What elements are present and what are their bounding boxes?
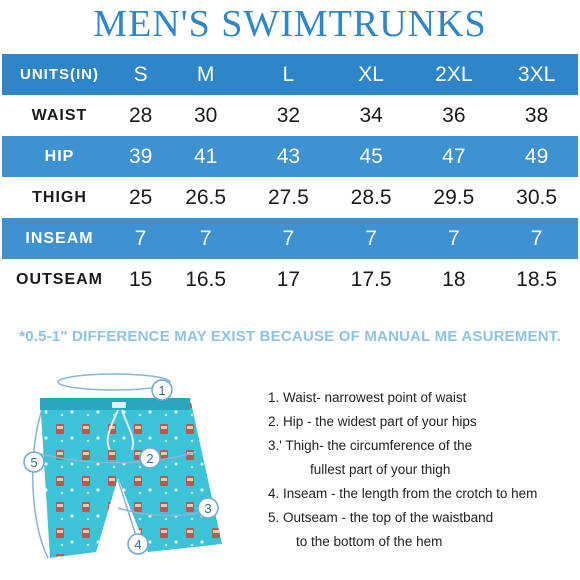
measurement-note: *0.5-1" DIFFERENCE MAY EXIST BECAUSE OF … [19,328,561,345]
step-4: 4. Inseam - the length from the crotch t… [268,486,538,501]
outseam-guide [32,399,49,559]
table-cell: 25 [128,185,153,209]
marker-1: 1 [151,379,173,401]
step-5: 5. Outseam - the top of the waistband [268,510,494,525]
table-cell: 7 [247,218,330,259]
marker-4: 4 [127,533,149,555]
step-5-continued: to the bottom of the hem [296,534,443,549]
table-cell: 18 [442,267,466,291]
table-cell: 49 [495,136,578,177]
table-cell: 47 [412,136,496,177]
size-header: 2XL [412,54,496,95]
table-row-hip: HIP 39 41 43 45 47 49 [2,136,578,177]
table-cell: 28 [128,103,153,127]
table-cell: 36 [442,103,466,127]
table-cell: 7 [329,218,413,259]
row-label: WAIST [31,106,88,124]
size-header: L [247,54,330,95]
svg-text:5: 5 [30,455,37,470]
table-cell: 30.5 [516,185,558,209]
table-cell: 27.5 [267,185,309,209]
swim-shorts [40,398,222,558]
hip-guide [39,451,197,464]
page-title: MEN'S SWIMTRUNKS [93,3,487,45]
measurement-steps: 1. Waist- narrowest point of waist 2. Hi… [268,386,580,554]
table-cell: 17 [276,267,301,291]
table-cell: 26.5 [185,185,227,209]
table-cell: 29.5 [433,185,475,209]
table-cell: 32 [276,103,301,127]
table-cell: 28.5 [350,185,392,209]
size-chart-table: UNITS(IN) S M L XL 2XL 3XL WAIST 28 30 3… [2,54,578,300]
table-header-row: UNITS(IN) S M L XL 2XL 3XL [2,54,578,95]
table-row-thigh: THIGH 25 26.5 27.5 28.5 29.5 30.5 [2,177,578,218]
svg-text:1: 1 [158,383,165,398]
table-cell: 7 [495,218,578,259]
table-cell: 17.5 [350,267,392,291]
size-header: XL [329,54,413,95]
svg-text:3: 3 [204,501,211,516]
table-cell: 16.5 [185,267,227,291]
row-label: THIGH [32,188,87,206]
size-header: S [117,54,165,95]
size-header: 3XL [495,54,578,95]
swimtrunks-diagram: 1 2 3 4 5 [23,373,222,559]
step-3-continued: fullest part of your thigh [310,462,451,477]
step-1: 1. Waist- narrowest point of waist [268,390,467,405]
size-header: M [164,54,248,95]
table-cell: 45 [329,136,413,177]
table-cell: 41 [164,136,248,177]
svg-text:2: 2 [146,451,153,466]
table-cell: 18.5 [516,267,558,291]
table-cell: 39 [117,136,165,177]
step-2: 2. Hip - the widest part of your hips [268,414,477,429]
marker-3: 3 [197,497,219,519]
step-3: 3.' Thigh- the circumference of the [268,438,473,453]
svg-text:4: 4 [134,537,141,552]
table-cell: 38 [524,103,549,127]
row-label: OUTSEAM [16,270,103,288]
table-cell: 43 [247,136,330,177]
marker-5: 5 [23,451,45,473]
row-label: HIP [2,136,117,177]
row-label: INSEAM [2,218,117,259]
marker-2: 2 [139,447,161,469]
table-cell: 7 [117,218,165,259]
table-cell: 15 [128,267,153,291]
table-cell: 34 [359,103,383,127]
units-label: UNITS(IN) [2,54,117,95]
table-row-inseam: INSEAM 7 7 7 7 7 7 [2,218,578,259]
table-cell: 30 [193,103,218,127]
table-row-waist: WAIST 28 30 32 34 36 38 [2,95,578,136]
table-cell: 7 [164,218,248,259]
table-cell: 7 [412,218,496,259]
table-row-outseam: OUTSEAM 15 16.5 17 17.5 18 18.5 [2,259,578,300]
waist-guide [57,373,171,391]
